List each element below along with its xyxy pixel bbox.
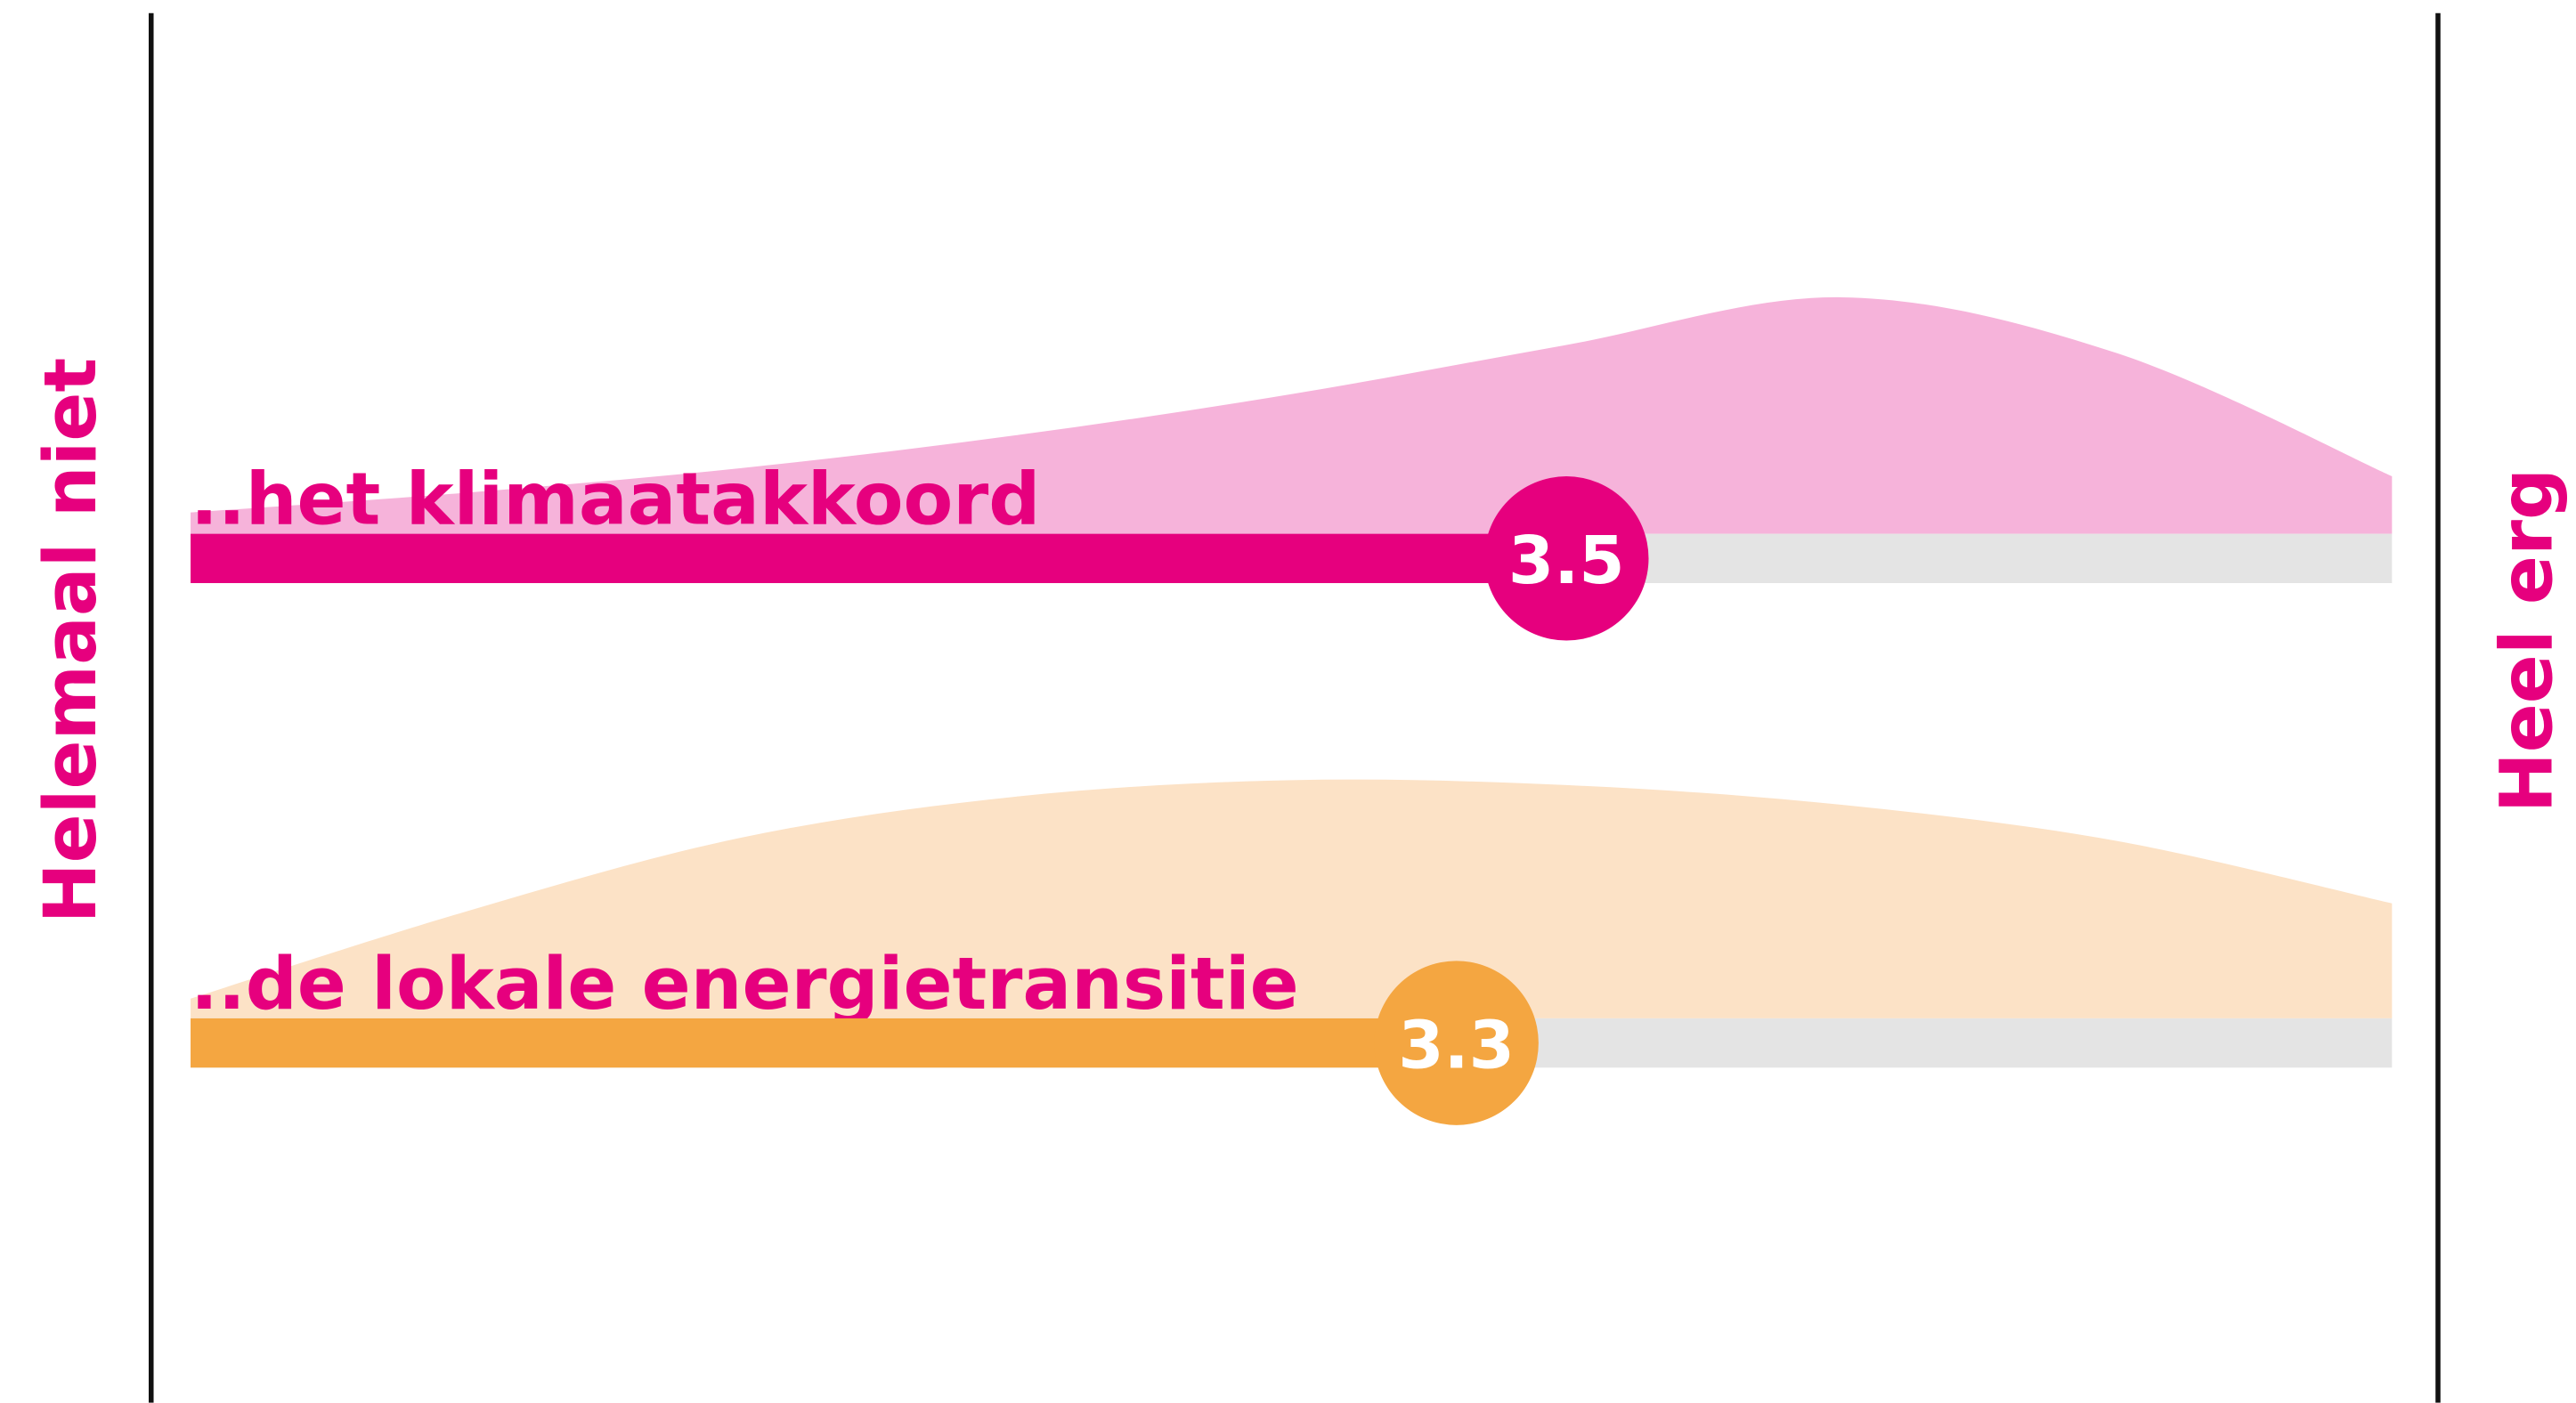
mean-marker: [1483, 476, 1649, 641]
mean-label: 3.3: [1398, 1007, 1515, 1083]
series-label: ..het klimaatakkoord: [191, 458, 1040, 542]
right-axis-label: Heel erg: [2485, 468, 2569, 813]
series-label: ..de lokale energietransitie: [191, 943, 1299, 1026]
left-axis-label: Helemaal niet: [29, 358, 113, 924]
mean-bar: [191, 533, 1567, 583]
density-area: [191, 779, 2393, 1018]
mean-marker: [1374, 961, 1539, 1125]
mean-label: 3.5: [1508, 523, 1625, 599]
density-area: [191, 296, 2393, 534]
mean-bar: [191, 1018, 1457, 1068]
